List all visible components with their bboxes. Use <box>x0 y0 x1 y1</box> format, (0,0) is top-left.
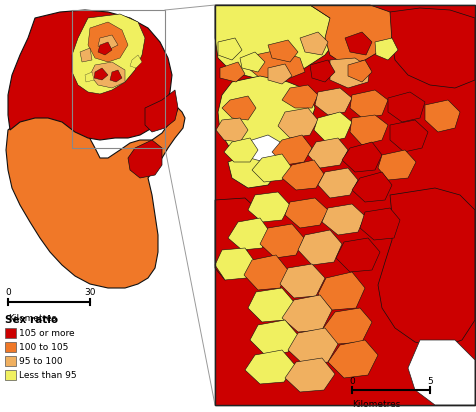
Polygon shape <box>327 340 377 378</box>
Polygon shape <box>224 138 258 162</box>
Polygon shape <box>219 62 245 82</box>
Polygon shape <box>145 90 178 132</box>
Polygon shape <box>215 198 258 280</box>
Polygon shape <box>284 358 334 392</box>
Polygon shape <box>85 72 94 82</box>
Polygon shape <box>351 172 391 202</box>
Polygon shape <box>284 198 327 228</box>
Text: Kilometres: Kilometres <box>8 314 56 323</box>
Bar <box>5 370 16 380</box>
Polygon shape <box>341 142 381 172</box>
Polygon shape <box>90 62 125 88</box>
Polygon shape <box>424 100 459 132</box>
Polygon shape <box>377 150 415 180</box>
Polygon shape <box>110 70 122 82</box>
Polygon shape <box>349 115 387 145</box>
Polygon shape <box>268 64 291 84</box>
Polygon shape <box>278 108 317 138</box>
Polygon shape <box>228 155 278 188</box>
Polygon shape <box>279 264 324 298</box>
Polygon shape <box>259 224 303 258</box>
Text: 0: 0 <box>5 288 11 297</box>
Polygon shape <box>317 272 364 310</box>
Polygon shape <box>215 5 474 405</box>
Polygon shape <box>335 238 379 272</box>
Polygon shape <box>130 55 142 68</box>
Polygon shape <box>80 48 92 62</box>
Polygon shape <box>321 308 371 344</box>
Polygon shape <box>329 58 369 88</box>
Bar <box>5 342 16 352</box>
Text: Kilometres: Kilometres <box>351 400 399 409</box>
Polygon shape <box>251 154 291 182</box>
Text: 0: 0 <box>348 377 354 386</box>
Polygon shape <box>215 248 255 280</box>
Polygon shape <box>309 60 334 82</box>
Polygon shape <box>344 32 371 55</box>
Polygon shape <box>249 320 298 355</box>
Polygon shape <box>307 138 347 168</box>
Polygon shape <box>6 108 185 288</box>
Polygon shape <box>298 230 341 265</box>
Polygon shape <box>248 50 304 80</box>
Polygon shape <box>216 118 248 142</box>
Polygon shape <box>98 35 118 50</box>
Polygon shape <box>218 38 241 60</box>
Polygon shape <box>349 90 387 118</box>
Polygon shape <box>228 218 269 250</box>
Text: 5: 5 <box>426 377 432 386</box>
Text: Less than 95: Less than 95 <box>19 370 77 379</box>
Polygon shape <box>374 38 397 60</box>
Polygon shape <box>215 5 474 405</box>
Polygon shape <box>248 288 293 322</box>
Polygon shape <box>299 32 327 55</box>
Polygon shape <box>281 85 317 108</box>
Polygon shape <box>72 14 145 94</box>
Polygon shape <box>377 188 474 348</box>
Polygon shape <box>271 135 311 165</box>
Polygon shape <box>314 88 351 115</box>
Polygon shape <box>244 255 288 290</box>
Text: 105 or more: 105 or more <box>19 328 74 337</box>
Text: 30: 30 <box>84 288 96 297</box>
Polygon shape <box>239 52 265 72</box>
Polygon shape <box>309 5 397 65</box>
Polygon shape <box>221 96 256 120</box>
Text: Sex ratio: Sex ratio <box>5 315 58 325</box>
Bar <box>5 328 16 338</box>
Polygon shape <box>281 295 331 332</box>
Polygon shape <box>317 168 357 198</box>
Polygon shape <box>268 40 298 62</box>
Polygon shape <box>245 350 294 384</box>
Polygon shape <box>98 42 112 55</box>
Polygon shape <box>359 208 399 240</box>
Polygon shape <box>8 10 172 140</box>
Polygon shape <box>281 160 323 190</box>
Polygon shape <box>218 76 314 158</box>
Bar <box>5 356 16 366</box>
Polygon shape <box>128 140 162 178</box>
Polygon shape <box>347 60 371 82</box>
Polygon shape <box>321 204 364 235</box>
Polygon shape <box>288 328 337 365</box>
Text: 95 to 100: 95 to 100 <box>19 356 62 365</box>
Polygon shape <box>94 68 108 80</box>
Polygon shape <box>389 8 474 88</box>
Polygon shape <box>215 5 339 78</box>
Polygon shape <box>244 135 279 162</box>
Text: 100 to 105: 100 to 105 <box>19 342 68 351</box>
Polygon shape <box>313 112 351 142</box>
Polygon shape <box>389 120 427 152</box>
Polygon shape <box>248 192 289 222</box>
Polygon shape <box>88 22 128 62</box>
Polygon shape <box>387 92 424 122</box>
Polygon shape <box>407 340 474 405</box>
